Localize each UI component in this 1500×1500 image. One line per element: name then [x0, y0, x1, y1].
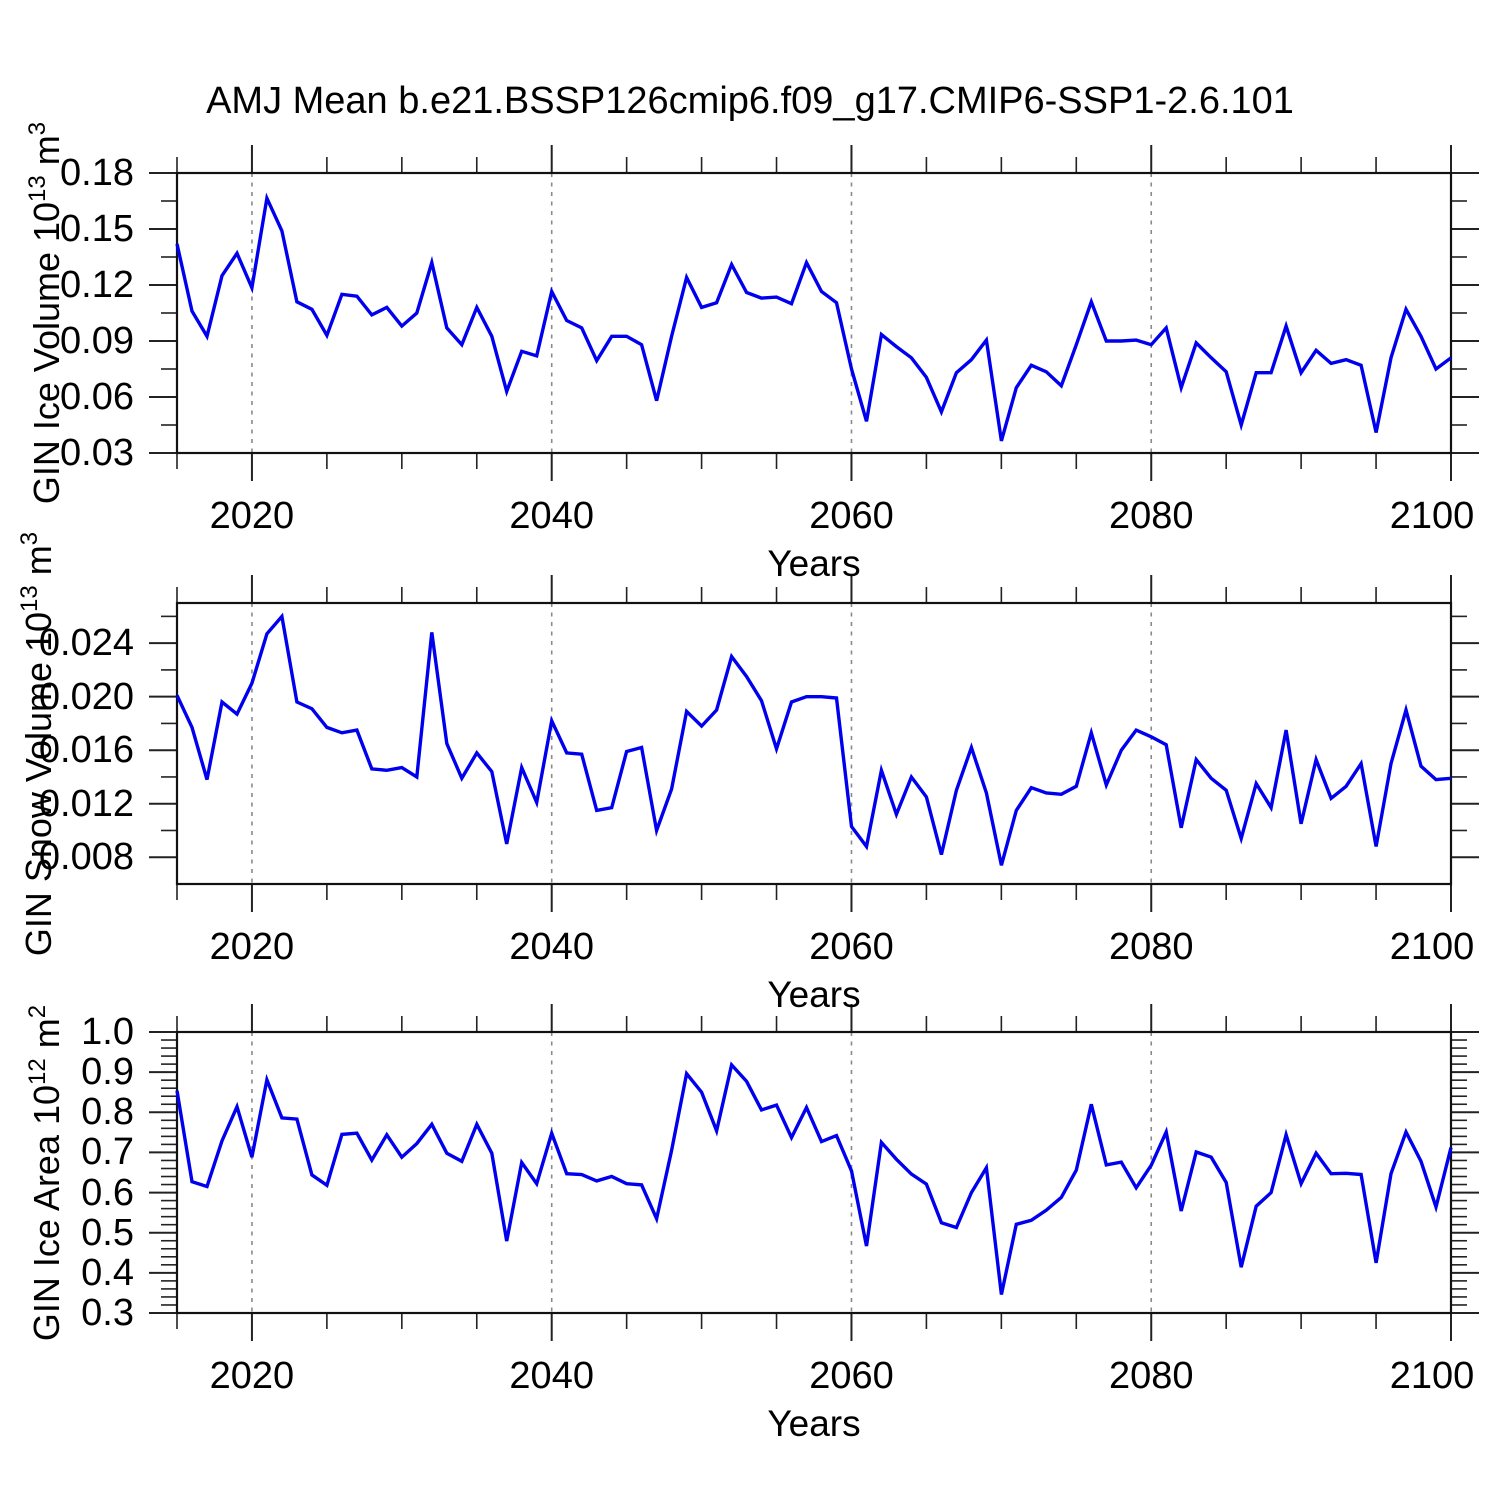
x-tick-label: 2060: [809, 495, 894, 537]
x-tick-label: 2100: [1389, 926, 1475, 968]
x-axis-title-years-bottom: Years: [767, 1403, 861, 1444]
y-tick-label: 0.8: [81, 1091, 134, 1134]
x-tick-label: 2100: [1389, 495, 1475, 537]
y-tick-label: 1.0: [81, 1011, 134, 1053]
y-tick-label: 0.09: [60, 320, 134, 362]
series-line-gin-ice-volume: [175, 192, 1453, 442]
y-tick-label: 0.024: [38, 622, 134, 665]
y-tick-label: 0.12: [60, 264, 134, 306]
x-tick-label: 2040: [509, 1355, 594, 1397]
x-axis-title-years-middle: Years: [767, 974, 861, 1015]
y-tick-label: 0.7: [81, 1131, 134, 1174]
x-tick-label: 2080: [1108, 926, 1194, 968]
y-tick-label: 0.6: [81, 1171, 134, 1214]
series-line-gin-snow-volume: [175, 612, 1452, 866]
plot-frame: [175, 1030, 1453, 1315]
figure-title: AMJ Mean b.e21.BSSP126cmip6.f09_g17.CMIP…: [206, 80, 1294, 122]
y-axis-title-unit-exponent: 3: [24, 121, 51, 136]
plot-frame: [175, 601, 1453, 886]
y-axis-title-exponent: 13: [16, 584, 43, 612]
x-tick-label: 2060: [809, 1355, 894, 1397]
y-tick-label: 0.4: [81, 1251, 134, 1294]
series-line-gin-ice-area: [175, 1061, 1453, 1295]
y-tick-label: 0.03: [60, 432, 134, 474]
y-tick-label: 0.012: [38, 782, 134, 825]
y-tick-label: 0.016: [38, 729, 134, 772]
y-tick-label: 0.5: [81, 1211, 134, 1254]
x-tick-label: 2020: [209, 1355, 295, 1397]
x-tick-label: 2040: [509, 926, 594, 968]
y-tick-label: 0.020: [38, 675, 134, 718]
x-tick-label: 2060: [809, 926, 894, 968]
y-tick-label: 0.06: [60, 376, 134, 418]
y-tick-label: 0.15: [60, 208, 134, 250]
x-tick-label: 2080: [1108, 495, 1194, 537]
x-tick-label: 2020: [209, 495, 295, 537]
x-tick-label: 2080: [1108, 1355, 1194, 1397]
x-axis-title-years-top: Years: [767, 543, 861, 584]
y-tick-label: 0.3: [81, 1292, 134, 1334]
x-tick-label: 2100: [1389, 1355, 1475, 1397]
x-tick-label: 2020: [209, 926, 295, 968]
y-axis-title-unit: m: [18, 544, 59, 585]
y-axis-title-unit-exponent: 3: [16, 531, 43, 545]
y-tick-label: 0.008: [38, 836, 134, 879]
plot-frame: [175, 171, 1453, 455]
y-tick-label: 0.18: [60, 152, 134, 194]
y-tick-label: 0.9: [81, 1051, 134, 1094]
x-tick-label: 2040: [509, 495, 594, 537]
